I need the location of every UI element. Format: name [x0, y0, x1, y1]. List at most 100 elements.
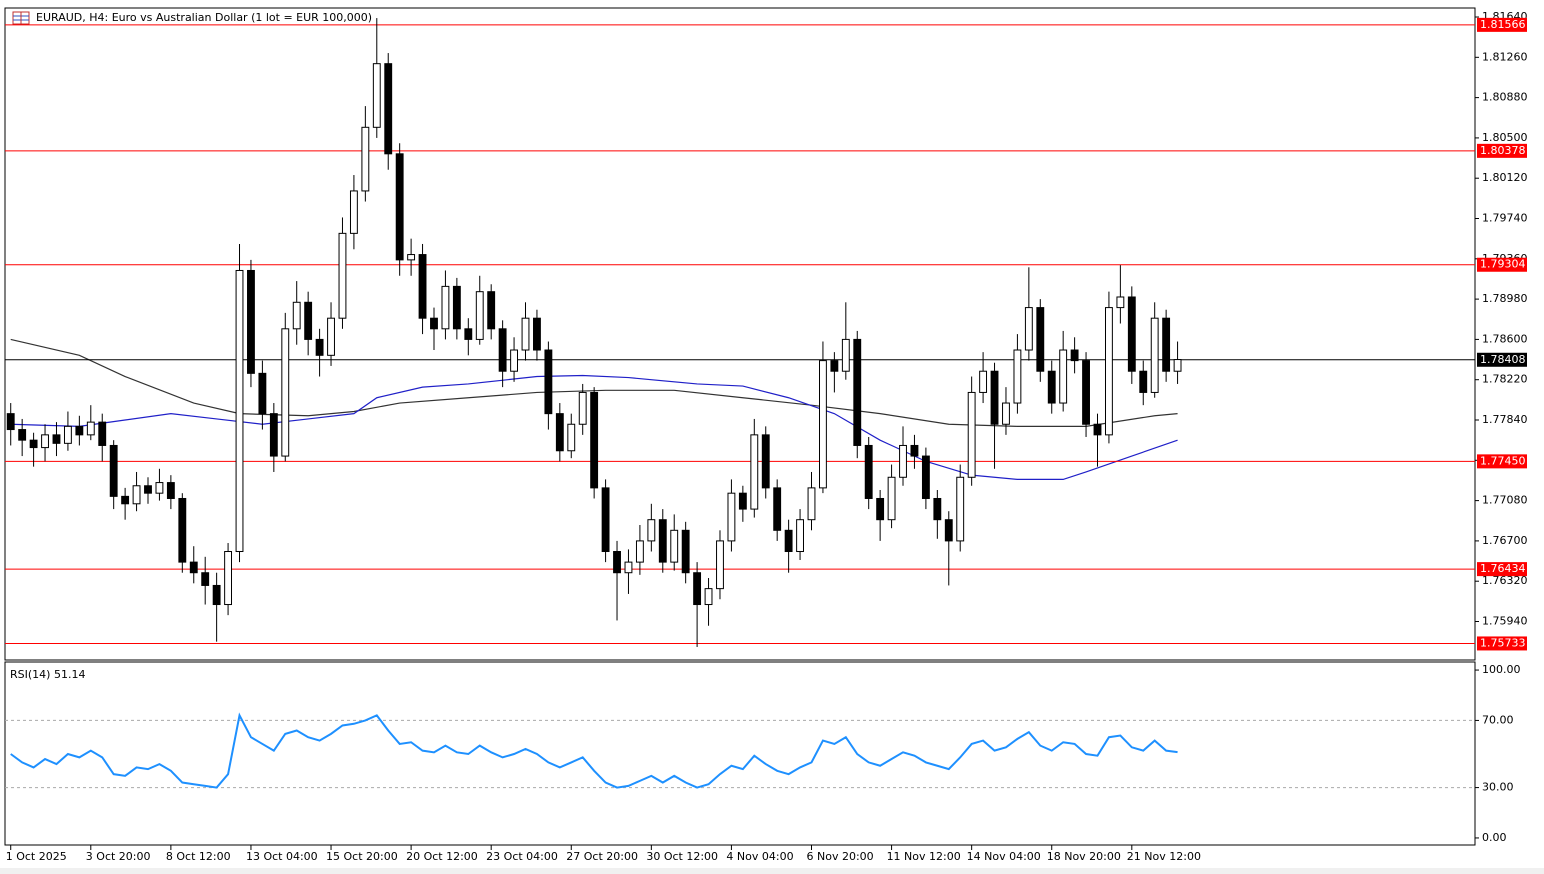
candle-body — [521, 317, 530, 351]
candle-body — [990, 370, 999, 425]
candle-body — [1059, 349, 1068, 404]
candle-body — [6, 413, 15, 431]
x-tick-label: 8 Oct 12:00 — [166, 850, 231, 863]
candle-body — [1093, 423, 1102, 436]
candle-body — [372, 63, 381, 128]
candle-body — [407, 254, 416, 261]
chart-title: EURAUD, H4: Euro vs Australian Dollar (1… — [36, 11, 372, 24]
candle-body — [910, 444, 919, 457]
candle-body — [292, 301, 301, 330]
candle-body — [727, 492, 736, 542]
x-tick-label: 1 Oct 2025 — [6, 850, 67, 863]
candle-body — [819, 360, 827, 489]
candle-body — [533, 317, 541, 351]
candle-body — [418, 254, 427, 319]
candle-body — [395, 153, 404, 261]
y-tick-label: 70.00 — [1482, 713, 1514, 726]
candle-body — [1162, 317, 1171, 372]
candle-body — [269, 413, 278, 457]
candle-body — [704, 588, 713, 606]
level-label-box — [1477, 636, 1527, 651]
candle-body — [1150, 317, 1159, 393]
candle-body — [166, 482, 175, 499]
candle-body — [52, 434, 61, 444]
candle-body — [578, 391, 587, 425]
level-label: 1.79304 — [1480, 258, 1526, 271]
candle-body — [613, 551, 621, 574]
candle-body — [967, 391, 976, 478]
x-tick-label: 4 Nov 04:00 — [726, 850, 793, 863]
candle-body — [98, 421, 107, 446]
candle-body — [441, 285, 450, 330]
candle-body — [247, 269, 255, 374]
candle-body — [807, 487, 816, 521]
candle-body — [635, 540, 644, 563]
candle-body — [475, 291, 484, 340]
candle-body — [693, 572, 702, 606]
candle-body — [75, 425, 84, 436]
level-label-box — [1477, 143, 1527, 158]
candle-body — [304, 301, 313, 340]
candle-body — [1173, 359, 1182, 372]
y-tick-label: 1.76320 — [1482, 574, 1528, 587]
candle-body — [1082, 360, 1090, 425]
candle-body — [349, 190, 358, 234]
y-tick-label: 1.80500 — [1482, 131, 1528, 144]
candle-body — [1013, 349, 1022, 404]
candle-body — [18, 429, 27, 441]
candle-body — [1139, 370, 1148, 393]
x-tick-label: 27 Oct 20:00 — [566, 850, 638, 863]
candle-body — [201, 572, 210, 586]
level-label-box — [1477, 562, 1527, 577]
candle-body — [281, 328, 290, 457]
y-tick-label: 1.79740 — [1482, 212, 1528, 225]
candle-body — [921, 455, 930, 499]
candle-body — [178, 497, 187, 563]
candle-body — [647, 519, 656, 542]
candle-body — [624, 561, 633, 574]
moving-average — [10, 374, 1178, 480]
level-label-box — [1477, 17, 1527, 32]
candle-body — [670, 529, 679, 563]
candle-body — [544, 349, 553, 415]
x-tick-label: 6 Nov 20:00 — [806, 850, 873, 863]
level-label: 1.76434 — [1480, 562, 1526, 575]
rsi-line — [10, 712, 1178, 789]
candle-body — [716, 540, 724, 590]
candle-body — [1127, 296, 1136, 372]
candle-body — [887, 476, 896, 521]
candle-body — [1070, 349, 1079, 362]
candle-body — [384, 63, 393, 155]
candle-body — [86, 421, 95, 436]
candle-body — [361, 126, 370, 192]
candle-body — [979, 370, 988, 393]
candle-body — [658, 519, 667, 563]
level-label: 1.77450 — [1480, 454, 1526, 467]
candle-body — [63, 425, 72, 444]
x-tick-label: 15 Oct 20:00 — [326, 850, 398, 863]
candle-body — [155, 482, 164, 494]
x-tick-label: 13 Oct 04:00 — [246, 850, 318, 863]
candle-body — [1104, 307, 1113, 436]
y-tick-label: 1.80120 — [1482, 171, 1528, 184]
candle-body — [796, 519, 804, 553]
candle-body — [555, 413, 564, 452]
candle-body — [464, 328, 473, 340]
candle-body — [235, 269, 244, 553]
candle-body — [315, 338, 324, 356]
rsi-panel — [4, 661, 1476, 846]
x-tick-label: 30 Oct 12:00 — [646, 850, 718, 863]
candle-body — [784, 529, 793, 553]
candle-body — [41, 434, 49, 449]
rsi-title: RSI(14) 51.14 — [10, 668, 85, 681]
candle-body — [761, 434, 770, 489]
symbol-icon — [12, 11, 30, 25]
level-label: 1.75733 — [1480, 636, 1526, 649]
candle-body — [189, 561, 198, 574]
candle-body — [327, 317, 335, 356]
y-tick-label: 1.76700 — [1482, 534, 1528, 547]
candle-body — [121, 495, 130, 505]
candle-body — [510, 349, 518, 372]
level-label-box — [1477, 454, 1527, 469]
